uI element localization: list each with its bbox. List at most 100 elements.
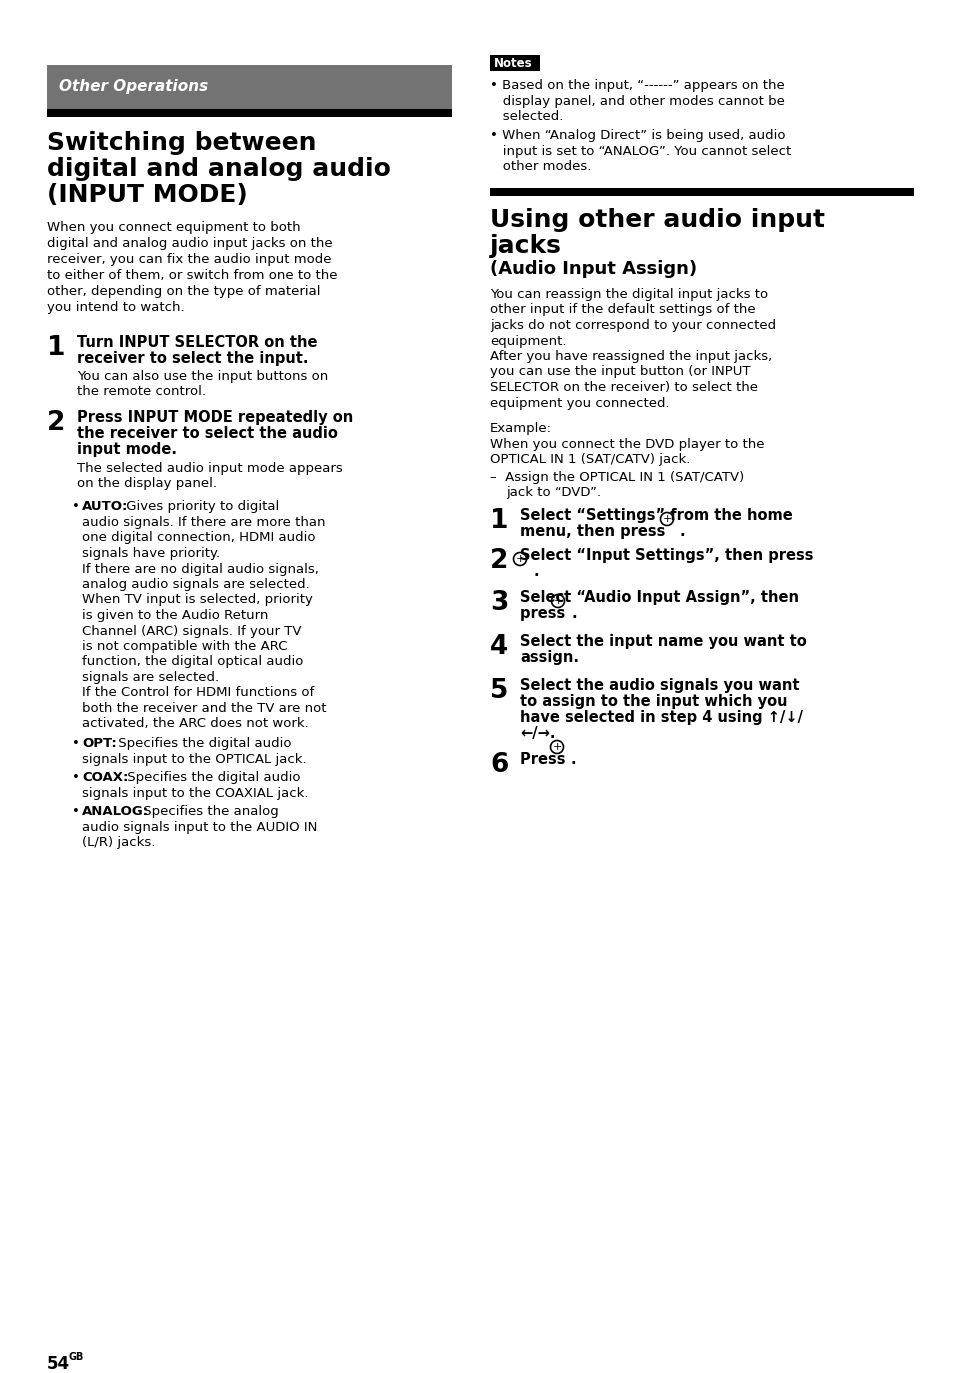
- Text: –  Assign the OPTICAL IN 1 (SAT/CATV): – Assign the OPTICAL IN 1 (SAT/CATV): [490, 471, 743, 485]
- Text: activated, the ARC does not work.: activated, the ARC does not work.: [82, 718, 309, 730]
- Text: display panel, and other modes cannot be: display panel, and other modes cannot be: [490, 95, 784, 107]
- Text: +: +: [552, 741, 561, 752]
- Text: other, depending on the type of material: other, depending on the type of material: [47, 286, 320, 298]
- Text: 1: 1: [47, 335, 66, 361]
- Text: other modes.: other modes.: [490, 161, 591, 173]
- Text: Press INPUT MODE repeatedly on: Press INPUT MODE repeatedly on: [77, 411, 353, 426]
- Text: OPT:: OPT:: [82, 737, 116, 750]
- Text: The selected audio input mode appears: The selected audio input mode appears: [77, 461, 342, 475]
- Text: assign.: assign.: [519, 649, 578, 665]
- Text: •: •: [71, 737, 80, 750]
- Text: both the receiver and the TV are not: both the receiver and the TV are not: [82, 702, 326, 715]
- Text: jack to “DVD”.: jack to “DVD”.: [505, 486, 600, 498]
- Text: (INPUT MODE): (INPUT MODE): [47, 183, 248, 207]
- Text: analog audio signals are selected.: analog audio signals are selected.: [82, 578, 310, 590]
- Text: 6: 6: [490, 752, 508, 778]
- Text: press: press: [519, 605, 570, 621]
- Text: Using other audio input: Using other audio input: [490, 207, 824, 232]
- Text: • When “Analog Direct” is being used, audio: • When “Analog Direct” is being used, au…: [490, 129, 784, 143]
- Text: After you have reassigned the input jacks,: After you have reassigned the input jack…: [490, 350, 771, 362]
- Text: function, the digital optical audio: function, the digital optical audio: [82, 655, 303, 669]
- Text: +: +: [515, 553, 524, 564]
- Text: • Based on the input, “------” appears on the: • Based on the input, “------” appears o…: [490, 80, 784, 92]
- Text: 2: 2: [47, 411, 66, 437]
- Text: receiver, you can fix the audio input mode: receiver, you can fix the audio input mo…: [47, 253, 331, 266]
- Text: •: •: [71, 805, 80, 818]
- Text: GB: GB: [69, 1352, 84, 1362]
- Text: the receiver to select the audio: the receiver to select the audio: [77, 426, 337, 441]
- Text: You can reassign the digital input jacks to: You can reassign the digital input jacks…: [490, 288, 767, 301]
- Text: When you connect equipment to both: When you connect equipment to both: [47, 221, 300, 233]
- Text: Other Operations: Other Operations: [59, 80, 208, 93]
- Text: the remote control.: the remote control.: [77, 384, 206, 398]
- Text: equipment.: equipment.: [490, 335, 566, 347]
- Bar: [47, 65, 452, 117]
- Text: Specifies the digital audio: Specifies the digital audio: [123, 772, 300, 784]
- Text: have selected in step 4 using ↑/↓/: have selected in step 4 using ↑/↓/: [519, 710, 802, 725]
- Text: (Audio Input Assign): (Audio Input Assign): [490, 259, 697, 277]
- Bar: [47, 108, 452, 117]
- Text: SELECTOR on the receiver) to select the: SELECTOR on the receiver) to select the: [490, 380, 758, 394]
- Text: Notes: Notes: [494, 58, 532, 70]
- Text: 3: 3: [490, 590, 508, 616]
- Text: If the Control for HDMI functions of: If the Control for HDMI functions of: [82, 686, 314, 699]
- Text: Turn INPUT SELECTOR on the: Turn INPUT SELECTOR on the: [77, 335, 317, 350]
- Text: COAX:: COAX:: [82, 772, 129, 784]
- Text: to either of them, or switch from one to the: to either of them, or switch from one to…: [47, 269, 337, 281]
- Bar: [490, 55, 539, 71]
- Text: receiver to select the input.: receiver to select the input.: [77, 351, 308, 367]
- Text: Select “Input Settings”, then press: Select “Input Settings”, then press: [519, 548, 813, 563]
- Text: you intend to watch.: you intend to watch.: [47, 301, 185, 314]
- Text: Gives priority to digital: Gives priority to digital: [122, 500, 279, 514]
- Text: Switching between: Switching between: [47, 130, 316, 155]
- Text: equipment you connected.: equipment you connected.: [490, 397, 669, 409]
- Text: .: .: [571, 752, 576, 768]
- Text: one digital connection, HDMI audio: one digital connection, HDMI audio: [82, 531, 315, 545]
- Text: OPTICAL IN 1 (SAT/CATV) jack.: OPTICAL IN 1 (SAT/CATV) jack.: [490, 453, 690, 465]
- Text: audio signals. If there are more than: audio signals. If there are more than: [82, 516, 325, 529]
- Text: Select “Audio Input Assign”, then: Select “Audio Input Assign”, then: [519, 590, 799, 605]
- Text: 5: 5: [490, 678, 508, 704]
- Text: signals input to the OPTICAL jack.: signals input to the OPTICAL jack.: [82, 752, 306, 766]
- Text: signals input to the COAXIAL jack.: signals input to the COAXIAL jack.: [82, 787, 308, 799]
- Text: AUTO:: AUTO:: [82, 500, 129, 514]
- Text: When you connect the DVD player to the: When you connect the DVD player to the: [490, 438, 763, 450]
- Text: Select the input name you want to: Select the input name you want to: [519, 634, 806, 649]
- Text: (L/R) jacks.: (L/R) jacks.: [82, 836, 155, 849]
- Text: .: .: [534, 564, 539, 579]
- Text: input mode.: input mode.: [77, 442, 177, 457]
- Text: .: .: [679, 524, 685, 540]
- Text: Select the audio signals you want: Select the audio signals you want: [519, 678, 799, 693]
- Text: is given to the Audio Return: is given to the Audio Return: [82, 610, 268, 622]
- Text: 54: 54: [47, 1355, 71, 1373]
- Text: Press: Press: [519, 752, 570, 768]
- Text: •: •: [71, 772, 80, 784]
- Text: Select “Settings” from the home: Select “Settings” from the home: [519, 508, 792, 523]
- Text: ←/→.: ←/→.: [519, 726, 555, 741]
- Text: jacks: jacks: [490, 233, 561, 258]
- Text: jacks do not correspond to your connected: jacks do not correspond to your connecte…: [490, 319, 776, 332]
- Text: Specifies the digital audio: Specifies the digital audio: [113, 737, 292, 750]
- Text: you can use the input button (or INPUT: you can use the input button (or INPUT: [490, 365, 750, 379]
- Text: input is set to “ANALOG”. You cannot select: input is set to “ANALOG”. You cannot sel…: [490, 146, 790, 158]
- Text: When TV input is selected, priority: When TV input is selected, priority: [82, 593, 313, 607]
- Text: ANALOG:: ANALOG:: [82, 805, 149, 818]
- Text: digital and analog audio input jacks on the: digital and analog audio input jacks on …: [47, 238, 333, 250]
- Text: 4: 4: [490, 634, 508, 660]
- Text: You can also use the input buttons on: You can also use the input buttons on: [77, 369, 328, 383]
- Text: Channel (ARC) signals. If your TV: Channel (ARC) signals. If your TV: [82, 625, 301, 637]
- Text: other input if the default settings of the: other input if the default settings of t…: [490, 303, 755, 317]
- Text: signals have priority.: signals have priority.: [82, 546, 220, 560]
- Text: 1: 1: [490, 508, 508, 534]
- Text: menu, then press: menu, then press: [519, 524, 670, 540]
- Text: audio signals input to the AUDIO IN: audio signals input to the AUDIO IN: [82, 821, 317, 833]
- Text: is not compatible with the ARC: is not compatible with the ARC: [82, 640, 287, 654]
- Text: +: +: [553, 596, 562, 605]
- Text: signals are selected.: signals are selected.: [82, 671, 219, 684]
- Bar: [490, 188, 913, 196]
- Text: Specifies the analog: Specifies the analog: [139, 805, 278, 818]
- Text: +: +: [661, 514, 671, 524]
- Text: .: .: [572, 605, 577, 621]
- Text: •: •: [71, 500, 80, 514]
- Text: on the display panel.: on the display panel.: [77, 476, 216, 490]
